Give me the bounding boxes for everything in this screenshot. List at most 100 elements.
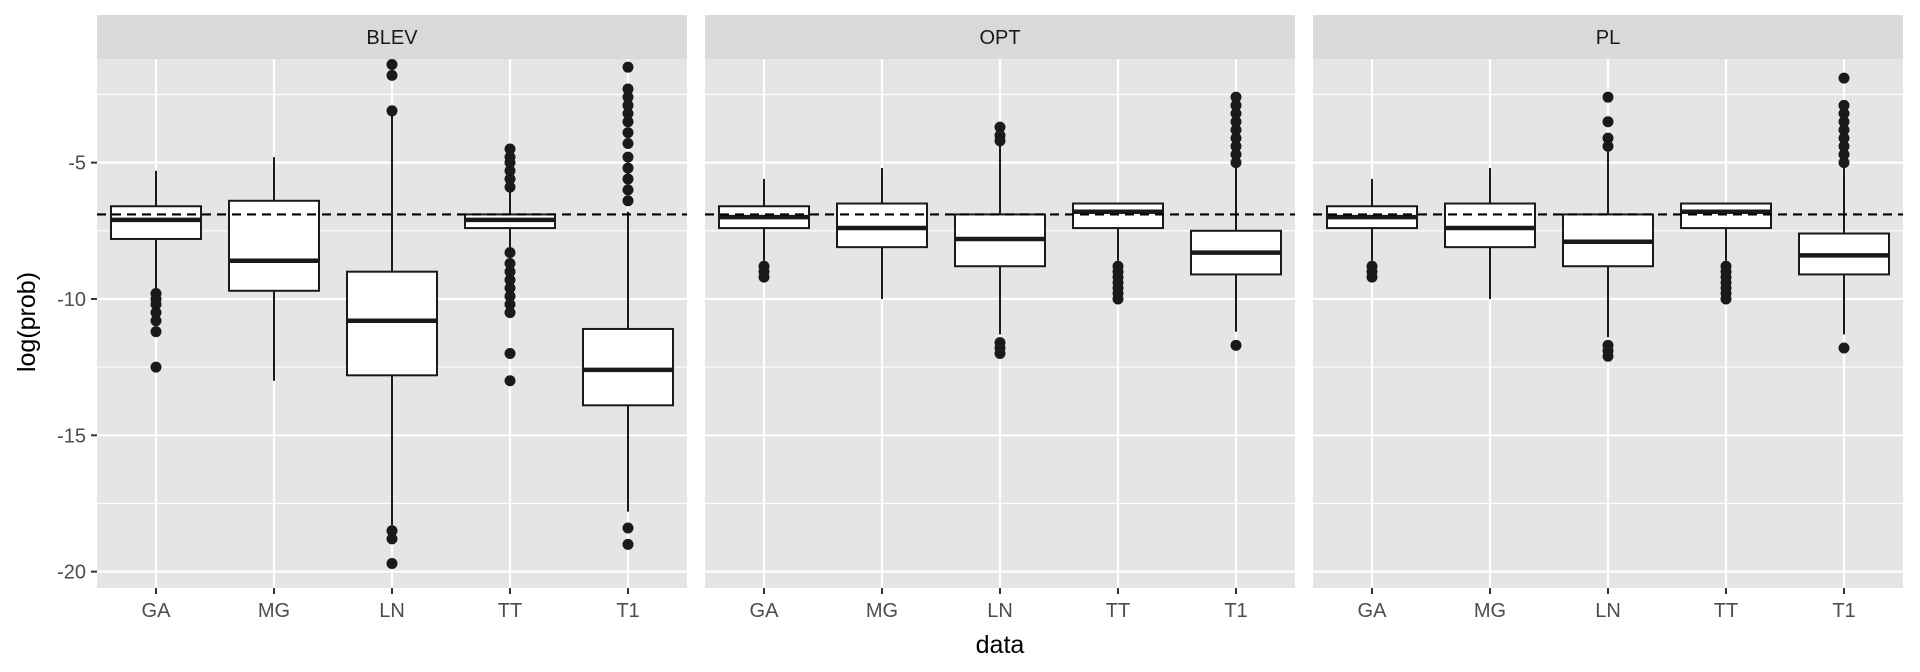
outlier-point	[1838, 140, 1850, 152]
outlier-point	[758, 271, 770, 283]
box-mg	[836, 168, 928, 299]
facet-strip	[705, 15, 1295, 59]
box-iqr	[582, 327, 674, 407]
outlier-point	[994, 347, 1006, 359]
facet-label: OPT	[979, 27, 1020, 49]
outlier-point	[504, 274, 516, 286]
x-tick-label: LN	[1595, 600, 1621, 622]
outlier-point	[504, 258, 516, 270]
outlier-point	[504, 181, 516, 193]
x-tick-label: GA	[1358, 600, 1388, 622]
outlier-point	[386, 525, 398, 537]
outlier-point	[1838, 157, 1850, 169]
outlier-point	[994, 135, 1006, 147]
x-tick-label: MG	[866, 600, 898, 622]
outlier-point	[994, 121, 1006, 133]
outlier-point	[1838, 124, 1850, 136]
outlier-point	[1112, 293, 1124, 305]
outlier-point	[504, 307, 516, 319]
x-tick-label: MG	[1474, 600, 1506, 622]
outlier-point	[504, 157, 516, 169]
outlier-point	[1838, 148, 1850, 160]
outlier-point	[1230, 108, 1242, 120]
panel-blev: BLEV GA MG LN TT T1	[97, 15, 687, 622]
outlier-point	[1230, 91, 1242, 103]
outlier-point	[622, 538, 634, 550]
outlier-point	[1838, 132, 1850, 144]
facet-strip	[97, 15, 687, 59]
box-iqr	[346, 270, 438, 377]
outlier-point	[504, 165, 516, 177]
box-ln	[1562, 91, 1654, 362]
box-iqr	[228, 199, 320, 292]
outlier-point	[622, 83, 634, 95]
y-tick-label: -5	[68, 153, 86, 175]
facet-strip	[1313, 15, 1903, 59]
outlier-point	[622, 162, 634, 174]
outlier-point	[386, 58, 398, 70]
outlier-point	[504, 298, 516, 310]
outlier-point	[622, 127, 634, 139]
x-tick-label: T1	[1224, 600, 1247, 622]
outlier-point	[386, 557, 398, 569]
box-ga	[1326, 178, 1418, 283]
facet-label: BLEV	[366, 27, 418, 49]
outlier-point	[386, 69, 398, 81]
outlier-point	[504, 143, 516, 155]
outlier-point	[1720, 293, 1732, 305]
outlier-point	[1602, 140, 1614, 152]
box-ln	[954, 121, 1046, 359]
outlier-point	[622, 99, 634, 111]
outlier-point	[1230, 157, 1242, 169]
box-ga	[110, 170, 202, 373]
x-tick-label: GA	[750, 600, 780, 622]
box-iqr	[1072, 202, 1164, 230]
panel-opt: OPT GA MG LN TT T1	[705, 15, 1295, 622]
outlier-point	[622, 195, 634, 207]
outlier-point	[504, 282, 516, 294]
outlier-point	[150, 315, 162, 327]
box-iqr	[836, 202, 928, 249]
outlier-point	[1602, 132, 1614, 144]
x-tick-label: T1	[1832, 600, 1855, 622]
box-ln	[346, 58, 438, 569]
outlier-point	[504, 173, 516, 185]
outlier-point	[1230, 99, 1242, 111]
y-tick-label: -15	[57, 425, 86, 447]
outlier-point	[1838, 72, 1850, 84]
box-mg	[228, 157, 320, 381]
outlier-point	[622, 151, 634, 163]
outlier-point	[504, 375, 516, 387]
x-tick-label: TT	[498, 600, 522, 622]
outlier-point	[622, 184, 634, 196]
outlier-point	[622, 108, 634, 120]
outlier-point	[1230, 132, 1242, 144]
panel-pl: PL GA MG LN TT T1	[1313, 15, 1903, 622]
outlier-point	[622, 91, 634, 103]
outlier-point	[1838, 116, 1850, 128]
outlier-point	[1838, 342, 1850, 354]
outlier-point	[386, 105, 398, 117]
outlier-point	[1230, 124, 1242, 136]
box-tt	[1072, 202, 1164, 305]
panels-layer: BLEV GA MG LN TT T1 OPT GA MG LN TT T1 PL GA MG LN TT T1	[97, 15, 1903, 622]
y-axis-title: log(prob)	[13, 272, 41, 372]
x-tick-label: T1	[616, 600, 639, 622]
x-tick-label: LN	[987, 600, 1013, 622]
x-axis-title: data	[976, 631, 1025, 659]
x-tick-label: TT	[1714, 600, 1738, 622]
outlier-point	[1230, 148, 1242, 160]
outlier-point	[1602, 116, 1614, 128]
box-t1	[1798, 72, 1890, 354]
outlier-point	[622, 116, 634, 128]
facet-label: PL	[1596, 27, 1620, 49]
y-axis: -5 -10 -15 -20	[57, 153, 97, 584]
outlier-point	[1366, 271, 1378, 283]
outlier-point	[1230, 140, 1242, 152]
x-tick-label: TT	[1106, 600, 1130, 622]
x-tick-label: GA	[142, 600, 172, 622]
outlier-point	[1838, 108, 1850, 120]
outlier-point	[622, 522, 634, 534]
outlier-point	[1838, 99, 1850, 111]
